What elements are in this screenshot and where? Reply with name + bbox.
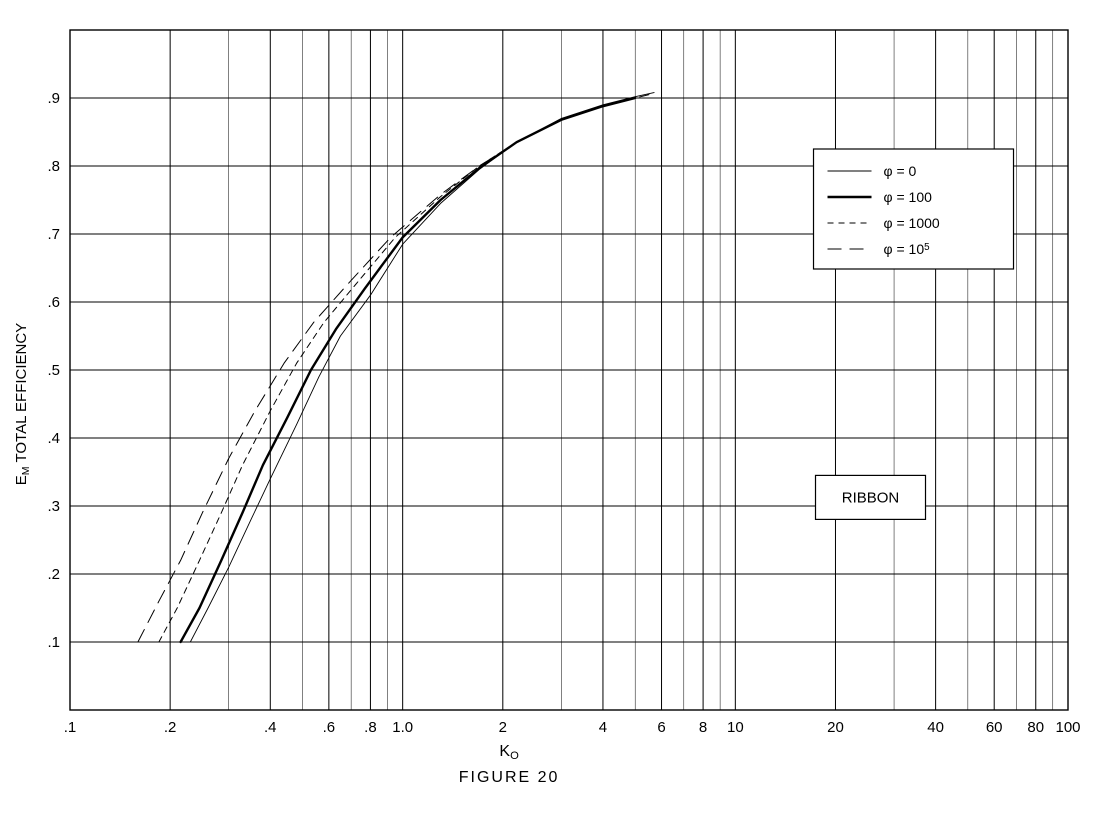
y-tick-label: .3 [47,498,60,515]
x-tick-label: .2 [164,719,177,736]
legend-label: φ = 1000 [884,215,940,231]
y-tick-label: .8 [47,158,60,175]
x-tick-label: 6 [657,719,665,736]
x-tick-label: .4 [264,719,277,736]
figure-caption: FIGURE 20 [459,769,560,786]
y-tick-label: .4 [47,430,60,447]
y-tick-label: .6 [47,294,60,311]
y-tick-label: .1 [47,634,60,651]
y-tick-label: .2 [47,566,60,583]
x-tick-label: 2 [499,719,507,736]
x-tick-label: 60 [986,719,1003,736]
x-tick-label: 40 [927,719,944,736]
annotation-label: RIBBON [842,489,900,506]
figure-container: .1 .2 .4 .6 .8 1.0 2 4 6 8 10 20 40 60 80 100 .1 .2 .3 .4 .5… [0,0,1096,818]
x-tick-label: 20 [827,719,844,736]
x-tick-label: 10 [727,719,744,736]
y-tick-label: .9 [47,90,60,107]
x-tick-label: 100 [1055,719,1080,736]
x-axis-label: KO [499,743,519,762]
y-tick-label: .7 [47,226,60,243]
x-tick-label: .6 [323,719,336,736]
x-tick-label: .1 [64,719,77,736]
legend-label: φ = 100 [884,189,933,205]
x-tick-label: 8 [699,719,707,736]
y-tick-label: .5 [47,362,60,379]
legend-label: φ = 0 [884,163,917,179]
x-tick-label: 80 [1027,719,1044,736]
y-axis-label: EM TOTAL EFFICIENCY [13,323,32,485]
x-tick-label: 4 [599,719,607,736]
legend-label: φ = 105 [884,241,931,257]
x-tick-label: 1.0 [392,719,413,736]
x-tick-label: .8 [364,719,377,736]
